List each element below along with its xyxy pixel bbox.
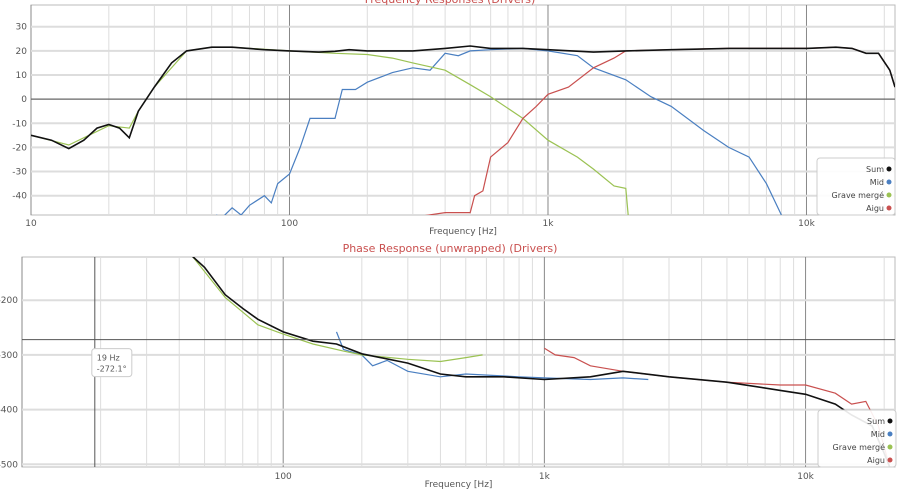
x-tick-label: 10k: [798, 219, 815, 229]
cursor-tooltip: 19 Hz -272.1°: [91, 348, 133, 378]
chart-phase: -200 -300 -400 -500 100 1k 10k Frequency [Hz] Ph…: [0, 242, 897, 490]
plot-area: [21, 256, 896, 468]
legend-swatch: [887, 418, 893, 424]
y-tick-label: -400: [0, 406, 18, 416]
legend: Sum Mid Grave mergé Aigu: [817, 409, 897, 468]
y-tick-label: 10: [16, 71, 28, 81]
legend-swatch: [887, 457, 893, 463]
legend-label: Mid: [870, 178, 884, 187]
legend-swatch: [887, 444, 893, 450]
legend-swatch: [886, 166, 892, 172]
x-tick-label: 100: [275, 472, 292, 482]
legend-swatch: [886, 205, 892, 211]
legend-box: [817, 409, 897, 468]
x-tick-label: 10: [25, 219, 37, 229]
y-tick-label: 0: [21, 95, 27, 105]
chart-title: Phase Response (unwrapped) (Drivers): [343, 242, 558, 255]
y-tick-label: 20: [16, 47, 28, 57]
legend-label: Grave mergé: [832, 190, 885, 200]
series-line-mid: [216, 47, 782, 215]
legend-label: Mid: [871, 430, 885, 439]
series-line-sum: [31, 45, 895, 150]
x-tick-label: 1k: [543, 219, 555, 229]
x-tick-label: 1k: [539, 472, 551, 482]
tooltip-frequency: 19 Hz: [97, 354, 120, 363]
tooltip-value: -272.1°: [97, 365, 127, 374]
legend-swatch: [886, 192, 892, 198]
x-tick-label: 100: [281, 219, 298, 229]
series-line-grave-mergé: [192, 257, 483, 363]
legend-label: Aigu: [867, 456, 885, 465]
plot-area: [30, 4, 896, 216]
series-line-aigu: [544, 347, 891, 467]
legend-label: Sum: [866, 165, 884, 174]
legend-box: [816, 157, 896, 216]
x-axis-label: Frequency [Hz]: [429, 227, 497, 237]
legend: Sum Mid Grave mergé Aigu: [816, 157, 896, 216]
tooltip-box: [91, 348, 133, 378]
y-tick-label: -500: [0, 460, 18, 470]
legend-label: Grave mergé: [833, 442, 886, 452]
y-tick-label: -20: [12, 143, 27, 153]
y-tick-label: -10: [12, 119, 27, 129]
series-line-sum: [192, 257, 891, 467]
chart-title: Frequency Responses (Drivers): [365, 0, 536, 6]
x-tick-label: 10k: [797, 472, 814, 482]
legend-swatch: [887, 431, 893, 437]
y-tick-label: -30: [12, 168, 27, 178]
legend-label: Aigu: [866, 204, 884, 213]
y-tick-label: -40: [12, 192, 27, 202]
x-axis-label: Frequency [Hz]: [425, 480, 493, 490]
y-tick-label: -200: [0, 296, 18, 306]
legend-swatch: [886, 179, 892, 185]
legend-label: Sum: [867, 417, 885, 426]
y-tick-label: 30: [16, 23, 28, 33]
y-tick-label: -300: [0, 351, 18, 361]
